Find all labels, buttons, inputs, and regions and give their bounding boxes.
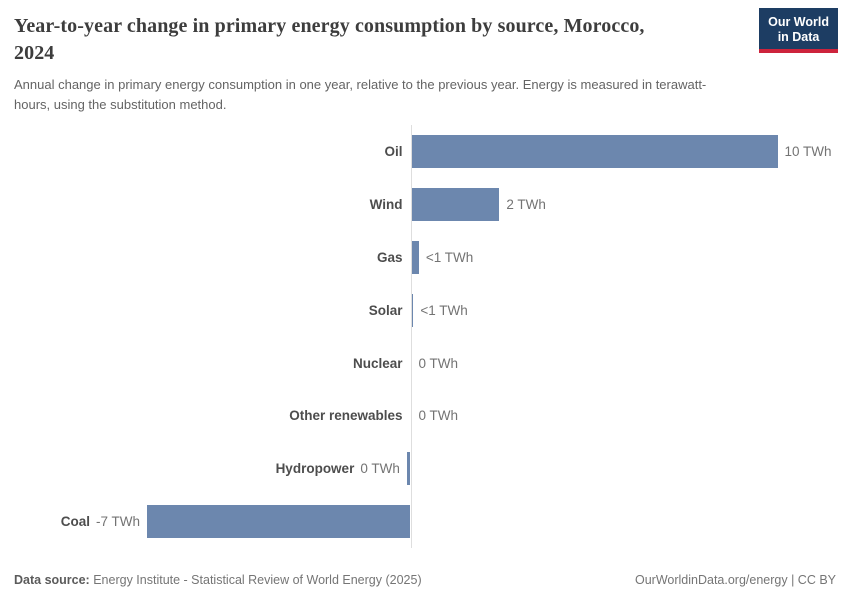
- bar-label-solar: Solar: [368, 302, 403, 318]
- owid-logo-line2: in Data: [777, 29, 820, 44]
- bar-label-oil: Oil: [384, 143, 403, 159]
- bar-label-hydropower: Hydropower: [275, 461, 355, 477]
- value-label-coal: -7 TWh: [95, 514, 140, 530]
- bar-label-other-renewables: Other renewables: [289, 408, 403, 424]
- data-source-value: Energy Institute - Statistical Review of…: [93, 573, 422, 587]
- chart-row-wind: Wind 2 TWh: [0, 178, 850, 231]
- bar-oil[interactable]: [411, 134, 778, 168]
- value-label-other-renewables: 0 TWh: [418, 408, 459, 424]
- value-label-gas: <1 TWh: [425, 249, 474, 265]
- value-label-hydropower: 0 TWh: [360, 461, 400, 477]
- bar-gas[interactable]: [411, 240, 419, 274]
- bar-label-coal: Coal: [60, 514, 90, 530]
- bar-solar[interactable]: [411, 293, 414, 327]
- chart-footer: Data source: Energy Institute - Statisti…: [14, 573, 836, 587]
- bar-label-nuclear: Nuclear: [352, 355, 403, 371]
- chart-row-solar: Solar <1 TWh: [0, 284, 850, 337]
- owid-logo[interactable]: Our World in Data: [759, 8, 838, 53]
- owid-license-link[interactable]: OurWorldinData.org/energy | CC BY: [634, 573, 836, 587]
- bar-coal[interactable]: [146, 505, 411, 539]
- value-label-oil: 10 TWh: [784, 143, 832, 159]
- label-group-coal: Coal -7 TWh: [61, 495, 140, 548]
- zero-axis-line: [410, 125, 412, 548]
- chart-row-coal: Coal -7 TWh: [0, 495, 850, 548]
- label-group-hydropower: Hydropower 0 TWh: [276, 442, 400, 495]
- chart-row-gas: Gas <1 TWh: [0, 231, 850, 284]
- value-label-nuclear: 0 TWh: [418, 355, 459, 371]
- chart-row-nuclear: Nuclear 0 TWh: [0, 337, 850, 390]
- data-source-label: Data source:: [14, 573, 90, 587]
- chart-subtitle: Annual change in primary energy consumpt…: [14, 77, 707, 112]
- bar-wind[interactable]: [411, 187, 500, 221]
- chart-header: Year-to-year change in primary energy co…: [14, 13, 750, 114]
- data-source-note: Data source: Energy Institute - Statisti…: [14, 573, 422, 587]
- bar-label-wind: Wind: [369, 196, 403, 212]
- chart-title: Year-to-year change in primary energy co…: [14, 15, 645, 64]
- bar-chart-plot: Oil 10 TWh Wind 2 TWh Gas <1 TWh Solar <1 TWh Nu…: [0, 125, 850, 548]
- bar-label-gas: Gas: [376, 249, 403, 265]
- bar-hydropower[interactable]: [406, 452, 411, 486]
- owid-logo-line1: Our World: [768, 15, 829, 29]
- chart-row-oil: Oil 10 TWh: [0, 125, 850, 178]
- value-label-solar: <1 TWh: [420, 302, 468, 318]
- value-label-wind: 2 TWh: [506, 196, 546, 212]
- chart-row-hydropower: Hydropower 0 TWh: [0, 442, 850, 495]
- chart-row-other-renewables: Other renewables 0 TWh: [0, 390, 850, 443]
